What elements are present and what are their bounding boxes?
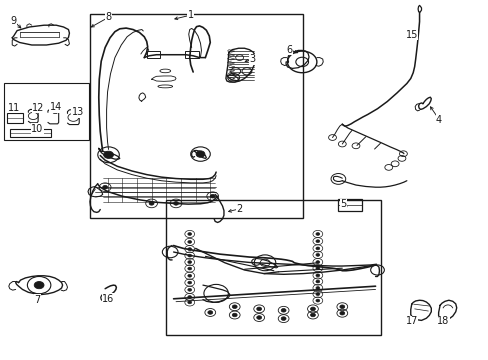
Bar [184,51,198,58]
Circle shape [339,311,344,315]
Circle shape [187,301,191,304]
Circle shape [256,307,261,311]
Text: 10: 10 [31,124,43,134]
Circle shape [149,202,154,205]
Circle shape [315,299,319,302]
Bar [146,51,160,58]
Circle shape [34,282,44,289]
Text: 2: 2 [236,204,242,214]
Text: 5: 5 [340,199,346,210]
Bar [338,199,361,211]
Circle shape [339,305,344,309]
Text: 4: 4 [435,114,441,125]
Circle shape [315,280,319,283]
Circle shape [187,248,191,251]
Text: 13: 13 [71,107,84,117]
Circle shape [173,202,178,205]
Text: 17: 17 [405,316,417,326]
Circle shape [187,261,191,264]
Text: 14: 14 [49,102,62,112]
Circle shape [187,281,191,284]
Circle shape [315,247,319,250]
Circle shape [187,233,191,235]
Circle shape [187,274,191,277]
Text: 9: 9 [11,16,17,26]
Circle shape [315,267,319,270]
Circle shape [187,288,191,291]
Bar [4,83,89,140]
Circle shape [315,274,319,277]
Circle shape [232,305,237,309]
Circle shape [232,313,237,317]
Circle shape [187,296,191,298]
Circle shape [281,317,285,320]
Circle shape [103,151,113,158]
Circle shape [315,253,319,256]
Bar [166,200,381,335]
Text: 3: 3 [249,54,255,64]
Circle shape [315,293,319,296]
Text: 15: 15 [405,30,417,40]
Circle shape [256,316,261,319]
Text: 11: 11 [7,103,20,113]
Bar [7,113,23,123]
Circle shape [187,240,191,243]
Text: 1: 1 [187,10,193,20]
Circle shape [281,309,285,312]
Circle shape [207,311,212,314]
Circle shape [310,307,315,311]
Text: 18: 18 [436,316,448,326]
Circle shape [315,261,319,264]
Circle shape [315,233,319,235]
Text: 6: 6 [286,45,292,55]
Circle shape [187,254,191,257]
Text: 8: 8 [105,12,111,22]
Text: 12: 12 [32,103,45,113]
Bar [90,14,303,218]
Circle shape [102,185,107,189]
Circle shape [196,151,204,157]
Text: 7: 7 [35,294,41,305]
Text: 16: 16 [102,294,115,304]
Bar [10,129,51,137]
Circle shape [315,287,319,289]
Circle shape [315,240,319,243]
Circle shape [187,267,191,270]
Circle shape [310,313,315,317]
Circle shape [210,194,215,198]
